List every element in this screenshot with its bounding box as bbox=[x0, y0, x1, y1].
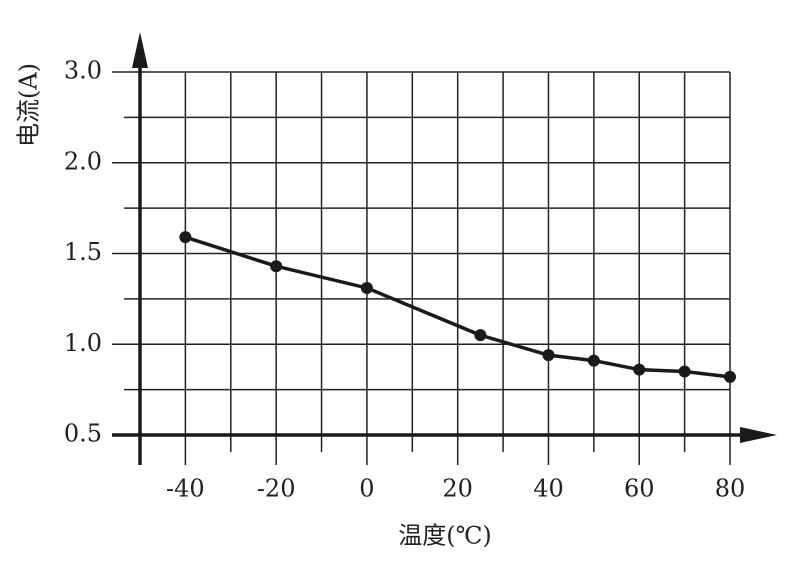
x-axis-title: 温度(℃) bbox=[398, 522, 492, 550]
x-tick-label: 60 bbox=[624, 475, 655, 503]
y-tick-label: 1.5 bbox=[64, 238, 102, 266]
point bbox=[360, 281, 373, 294]
y-tick-label: 3.0 bbox=[64, 57, 102, 85]
point bbox=[270, 260, 283, 273]
x-axis-arrow bbox=[740, 427, 777, 443]
y-axis-arrow bbox=[132, 32, 148, 68]
x-tick-label: 80 bbox=[715, 475, 746, 503]
point bbox=[633, 363, 646, 376]
y-tick-label: 0.5 bbox=[64, 420, 102, 448]
y-tick-label: 2.0 bbox=[64, 147, 102, 175]
y-tick-label: 1.0 bbox=[64, 329, 102, 357]
x-tick-label: -20 bbox=[257, 475, 296, 503]
point bbox=[542, 349, 555, 362]
x-tick-label: 40 bbox=[533, 475, 564, 503]
point bbox=[724, 370, 736, 383]
point bbox=[678, 365, 691, 378]
x-tick-label: 0 bbox=[359, 475, 374, 503]
x-tick-label: -40 bbox=[166, 475, 205, 503]
point bbox=[587, 354, 600, 367]
y-axis-title: 电流(A) bbox=[15, 63, 43, 147]
point bbox=[474, 329, 487, 342]
x-tick-label: 20 bbox=[442, 475, 473, 503]
point bbox=[179, 231, 192, 244]
